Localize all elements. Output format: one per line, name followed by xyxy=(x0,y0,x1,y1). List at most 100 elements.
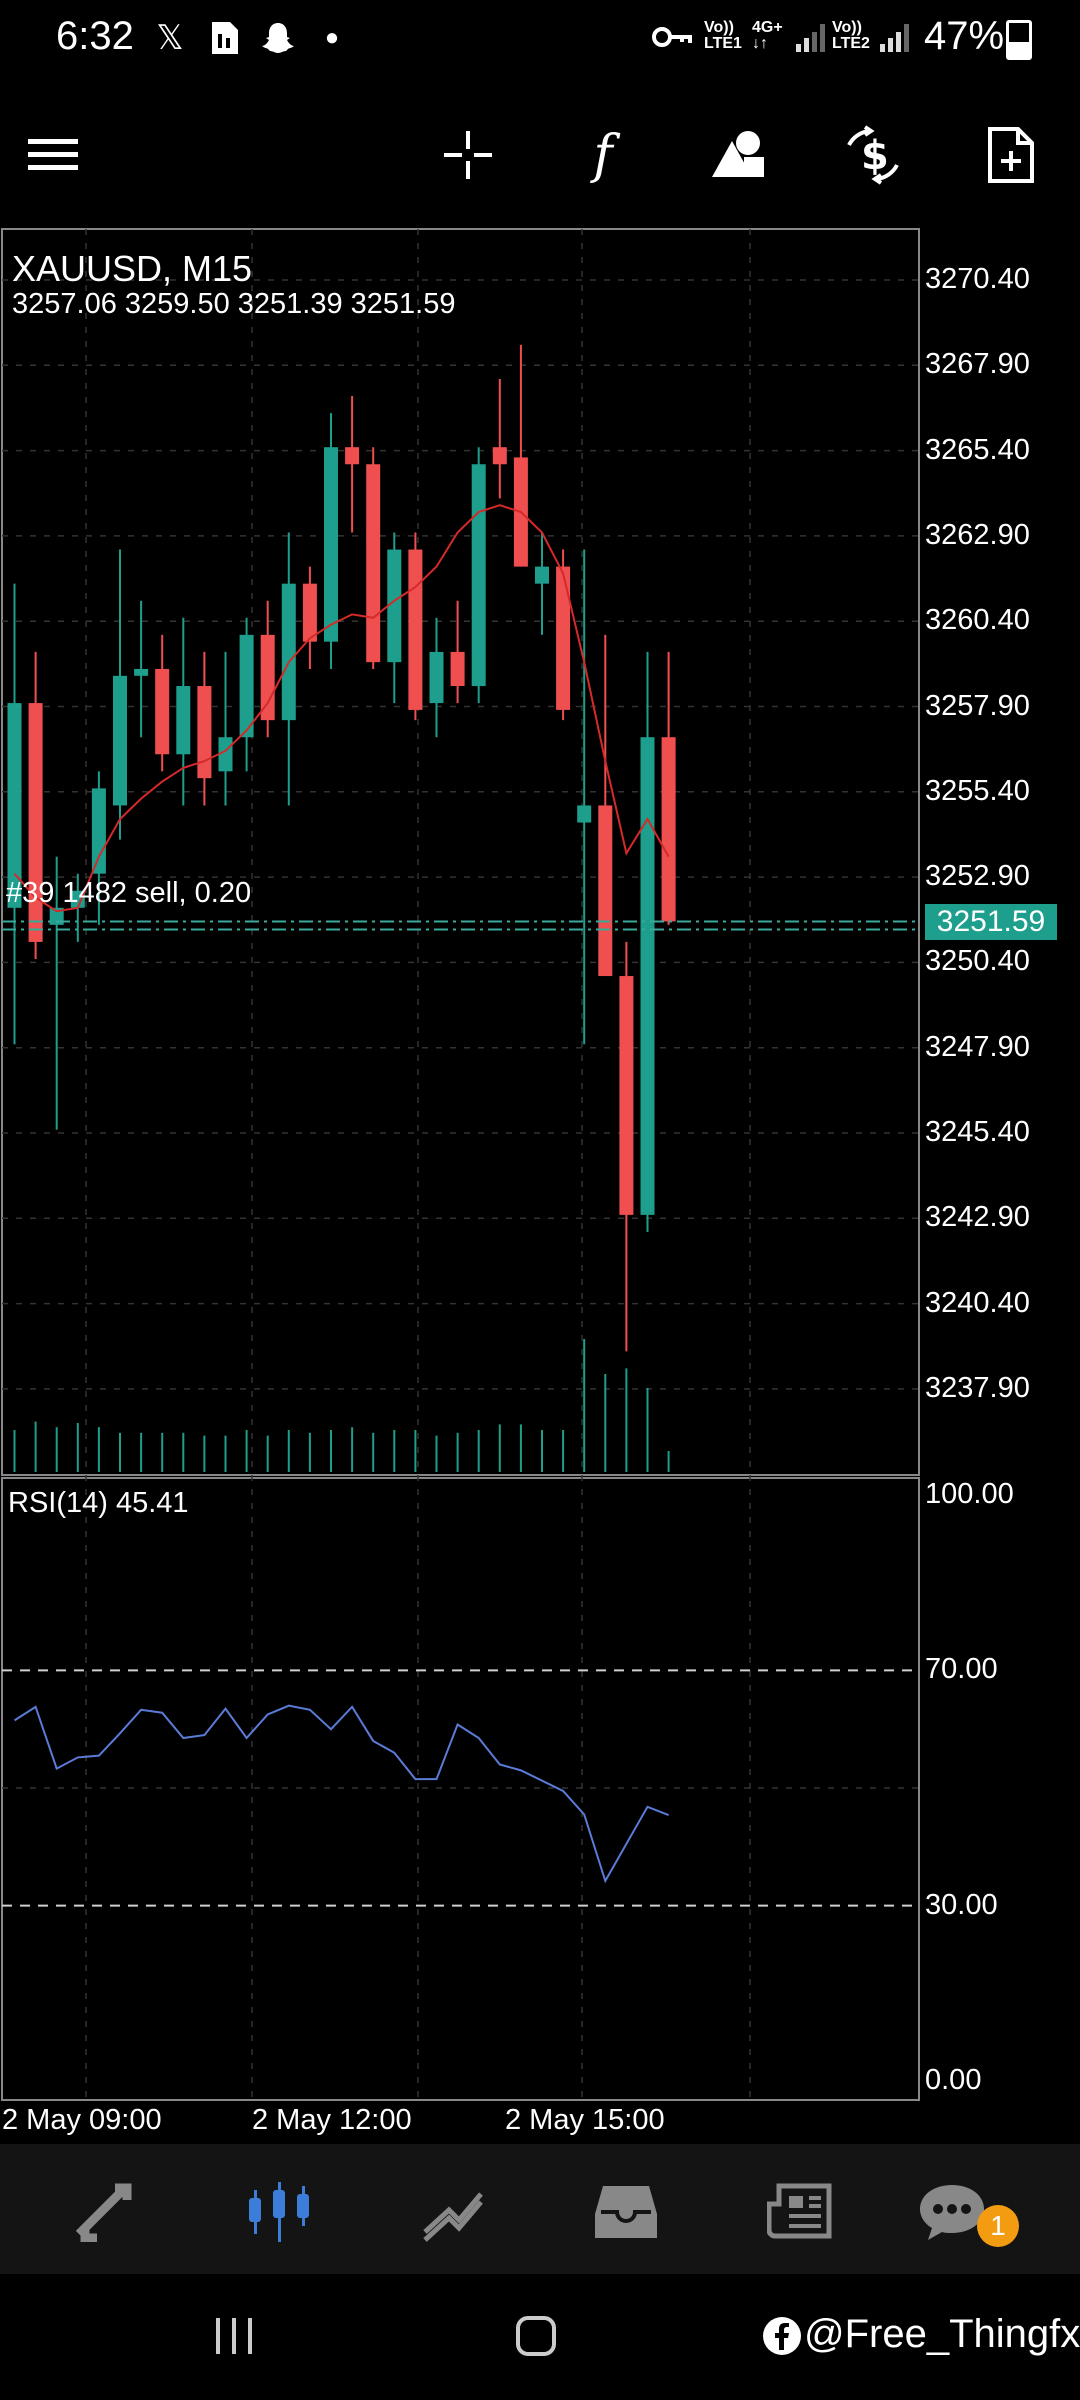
sim2-top: Vo)) xyxy=(832,19,862,36)
candle-body xyxy=(387,549,402,663)
main-pane-frame xyxy=(1,228,920,1476)
time-axis-label: 2 May 15:00 xyxy=(505,2104,665,2136)
svg-text:$: $ xyxy=(861,133,889,179)
hamburger-icon xyxy=(28,139,78,170)
candle-body xyxy=(260,634,275,721)
current-price-tag: 3251.59 xyxy=(925,904,1057,940)
x-icon: 𝕏 xyxy=(156,19,184,57)
ohlc-values: 3257.06 3259.50 3251.39 3251.59 xyxy=(12,288,456,320)
chart-area[interactable] xyxy=(0,226,1080,2101)
quotes-icon xyxy=(75,2183,132,2242)
candle-body xyxy=(577,805,592,823)
candle-body xyxy=(155,668,170,755)
moving-average-line xyxy=(13,504,670,913)
add-document-icon xyxy=(988,127,1034,183)
candle-body xyxy=(197,686,212,779)
price-axis-label: 3255.40 xyxy=(925,774,1030,807)
candle-body xyxy=(7,703,22,908)
rsi-axis-label: 0.00 xyxy=(925,2064,982,2096)
battery-icon xyxy=(1006,20,1032,60)
data-arrows-icon: ↓↑ xyxy=(752,35,768,52)
price-axis-label: 3240.40 xyxy=(925,1286,1030,1319)
sim1-network: 4G+ ↓↑ xyxy=(752,20,783,52)
nav-chat[interactable] xyxy=(912,2172,992,2252)
price-axis-label: 3262.90 xyxy=(925,518,1030,551)
recents-button[interactable] xyxy=(212,2316,256,2361)
menu-button[interactable] xyxy=(18,120,88,190)
status-bar: 6:32 𝕏 ● Vo)) LTE1 4G+ ↓↑ Vo)) LTE2 47% xyxy=(0,0,1080,80)
price-axis-label: 3260.40 xyxy=(925,604,1030,637)
nav-trade[interactable] xyxy=(414,2172,494,2252)
symbol-label: XAUUSD, M15 xyxy=(12,248,253,289)
order-line-label[interactable]: #39 1482 sell, 0.20 xyxy=(6,877,252,909)
sim2-bottom: LTE2 xyxy=(832,35,870,52)
sim2-label: Vo)) LTE2 xyxy=(832,20,870,52)
candle-body xyxy=(345,447,360,465)
price-axis-label: 3242.90 xyxy=(925,1201,1030,1234)
candle-body xyxy=(556,566,571,710)
new-order-button[interactable] xyxy=(976,120,1046,190)
sim1-top: Vo)) xyxy=(704,19,734,36)
time-axis-label: 2 May 12:00 xyxy=(252,2104,412,2136)
indicators-button[interactable]: f xyxy=(568,120,638,190)
dot-icon: ● xyxy=(324,24,340,51)
candle-body xyxy=(324,447,338,642)
candle-body xyxy=(281,583,296,721)
price-axis-label: 3247.90 xyxy=(925,1030,1030,1063)
notification-icons: 𝕏 ● xyxy=(150,18,352,58)
chart-canvas[interactable] xyxy=(0,226,1080,2101)
objects-button[interactable] xyxy=(703,120,773,190)
rsi-label: RSI(14) 45.41 xyxy=(8,1487,189,1519)
rsi-axis-label: 30.00 xyxy=(925,1888,998,1921)
chart-toolbar: f $ xyxy=(0,80,1080,225)
price-axis-label: 3265.40 xyxy=(925,433,1030,466)
price-axis-label: 3270.40 xyxy=(925,263,1030,295)
nav-quotes[interactable] xyxy=(66,2172,146,2252)
home-icon xyxy=(516,2316,556,2356)
nav-history[interactable] xyxy=(586,2172,666,2252)
nav-chart[interactable] xyxy=(240,2172,320,2252)
battery-percent: 47% xyxy=(924,14,1005,58)
candle-body xyxy=(535,566,549,584)
candle-body xyxy=(640,737,655,1215)
crosshair-button[interactable] xyxy=(433,120,503,190)
candle-body xyxy=(661,737,676,922)
price-axis-label: 3245.40 xyxy=(925,1116,1030,1148)
sim-icon xyxy=(204,18,244,58)
candle-body xyxy=(450,651,465,687)
candle-body xyxy=(598,805,613,977)
chart-icon xyxy=(249,2182,309,2242)
candle-body xyxy=(492,447,507,465)
price-axis-label: 3267.90 xyxy=(925,348,1030,381)
price-axis-label: 3257.90 xyxy=(925,689,1030,722)
status-time: 6:32 xyxy=(56,14,134,58)
rsi-line xyxy=(13,1704,669,1884)
candle-body xyxy=(408,549,423,710)
rsi-axis-label: 70.00 xyxy=(925,1653,998,1686)
price-axis-label: 3250.40 xyxy=(925,945,1030,978)
shapes-icon xyxy=(712,131,764,177)
sim1-label: Vo)) LTE1 xyxy=(704,20,742,52)
trade-button[interactable]: $ xyxy=(838,120,908,190)
system-navigation: @Free_Thingfx xyxy=(0,2274,1080,2400)
history-icon xyxy=(595,2186,657,2238)
rsi-pane-frame xyxy=(1,1477,920,2101)
function-icon: f xyxy=(593,125,613,185)
candle-body xyxy=(113,675,127,806)
candle-body xyxy=(239,634,254,738)
crosshair-icon xyxy=(444,131,492,179)
home-button[interactable] xyxy=(514,2314,558,2363)
nav-news[interactable] xyxy=(760,2172,840,2252)
price-axis-label: 3237.90 xyxy=(925,1371,1030,1404)
candle-body xyxy=(70,890,85,908)
candle-body xyxy=(471,464,486,687)
chat-badge: 1 xyxy=(977,2205,1019,2247)
price-axis-label: 3252.90 xyxy=(925,860,1030,893)
candle-body xyxy=(366,464,381,663)
trade-icon xyxy=(423,2192,483,2242)
sim1-bottom: LTE1 xyxy=(704,35,742,52)
candle-body xyxy=(91,788,106,874)
candle-body xyxy=(619,976,634,1215)
dollar-exchange-icon: $ xyxy=(847,125,899,185)
candle-body xyxy=(176,686,191,755)
